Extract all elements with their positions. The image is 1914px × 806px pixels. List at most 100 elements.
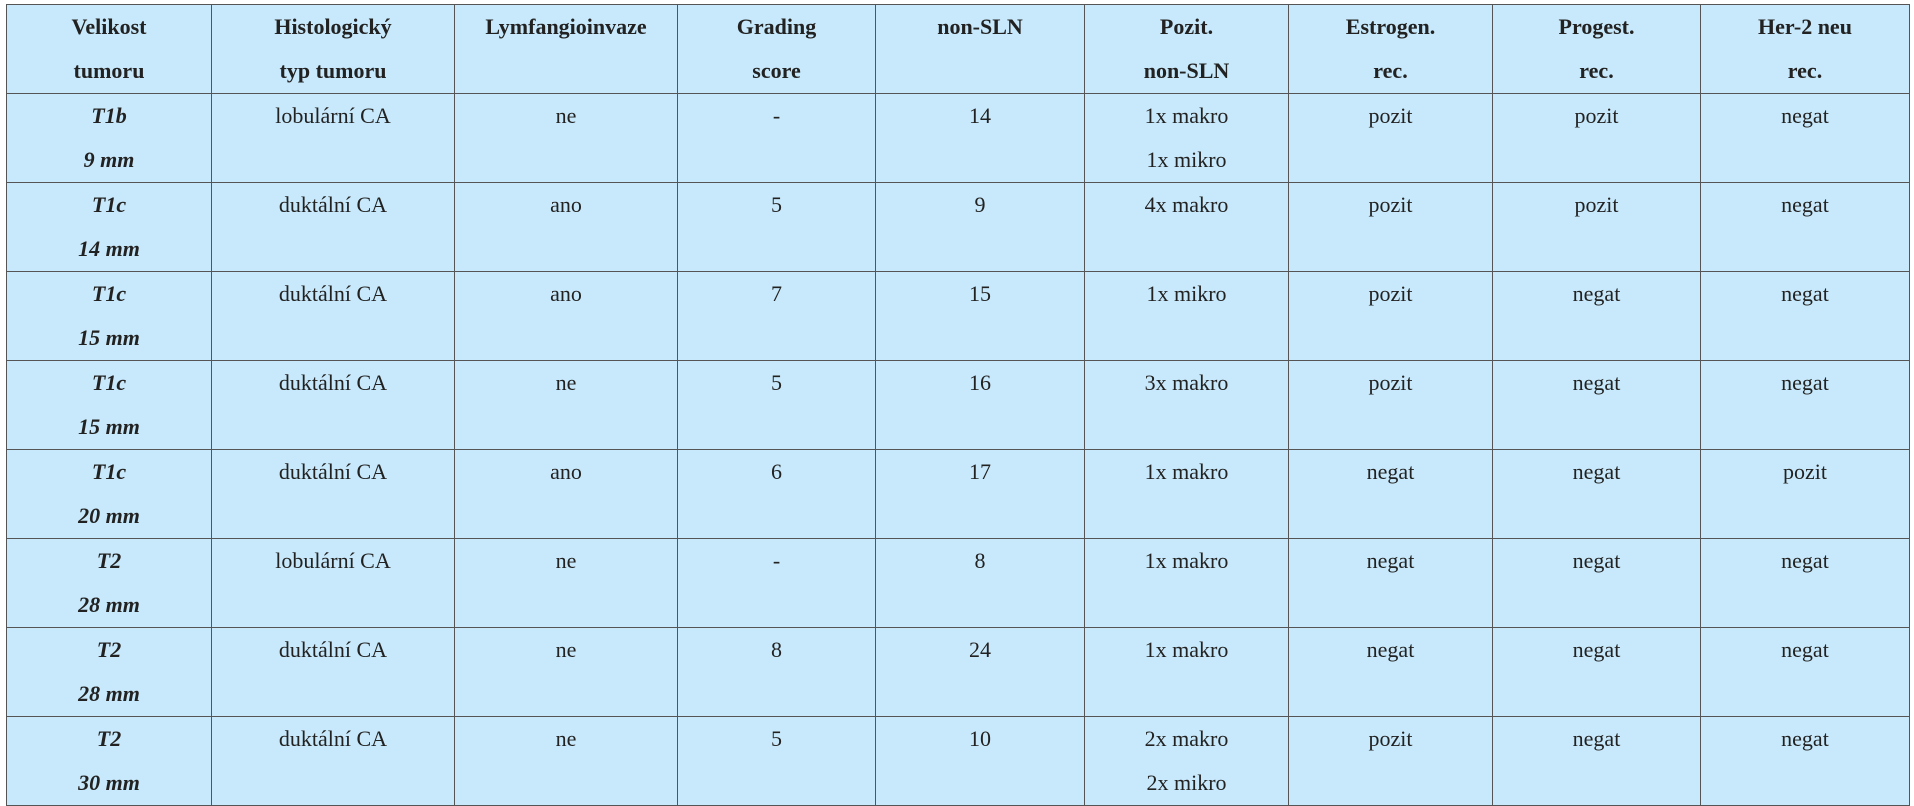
- table-cell: negat: [1492, 716, 1701, 806]
- cell-text: score: [752, 58, 801, 83]
- cell-text: negat: [1781, 192, 1829, 217]
- table-cell: negat: [1288, 627, 1493, 717]
- table-row: T1b 9 mm lobulární CA ne - 14 1x makro 1x mikro…: [6, 93, 1910, 183]
- table-cell: ano: [454, 271, 678, 361]
- cell-text: duktální CA: [278, 281, 388, 306]
- cell-text: 1x mikro: [1146, 281, 1227, 306]
- cell-text: Pozit.: [1159, 14, 1214, 39]
- cell-text: ne: [555, 103, 577, 128]
- data-table: Velikost tumoru Histologický typ tumoru Lymf…: [6, 4, 1910, 806]
- cell-text: T1c: [91, 192, 127, 217]
- cell-text: 1x makro: [1144, 459, 1229, 484]
- cell-text: pozit: [1368, 192, 1413, 217]
- table-cell: T1c 14 mm: [6, 182, 212, 272]
- table-cell: 5: [677, 182, 876, 272]
- table-cell: pozit: [1492, 182, 1701, 272]
- table-cell: -: [677, 538, 876, 628]
- table-cell: ano: [454, 182, 678, 272]
- cell-text: pozit: [1574, 192, 1619, 217]
- cell-text: 7: [771, 281, 782, 306]
- cell-text: negat: [1781, 281, 1829, 306]
- cell-text: typ tumoru: [279, 58, 387, 83]
- cell-text: 2x makro: [1144, 726, 1229, 751]
- header-row: Velikost tumoru Histologický typ tumoru Lymf…: [6, 4, 1910, 94]
- cell-text: Histologický: [274, 14, 392, 39]
- table-cell: 2x makro 2x mikro: [1084, 716, 1289, 806]
- table-cell: 17: [875, 449, 1085, 539]
- cell-text: negat: [1572, 726, 1621, 751]
- cell-text: lobulární CA: [275, 548, 391, 573]
- table-cell: negat: [1700, 538, 1910, 628]
- table-cell: negat: [1492, 271, 1701, 361]
- cell-text: 15: [969, 281, 991, 306]
- header-cell: Grading score: [677, 4, 876, 94]
- cell-text: negat: [1572, 637, 1621, 662]
- table-cell: 10: [875, 716, 1085, 806]
- cell-text: T2: [96, 548, 122, 573]
- cell-text: 8: [974, 548, 986, 573]
- table-cell: pozit: [1492, 93, 1701, 183]
- table-cell: T1c 15 mm: [6, 360, 212, 450]
- cell-text: rec.: [1373, 58, 1408, 83]
- table-cell: T2 28 mm: [6, 627, 212, 717]
- table-cell: pozit: [1288, 360, 1493, 450]
- cell-text: Velikost: [71, 14, 147, 39]
- table-cell: negat: [1492, 449, 1701, 539]
- cell-text: T1c: [91, 459, 127, 484]
- table-cell: 16: [875, 360, 1085, 450]
- table-cell: 1x makro: [1084, 538, 1289, 628]
- table-row: T2 28 mm duktální CA ne 8 24 1x makro negat nega…: [6, 627, 1910, 717]
- cell-text: negat: [1572, 370, 1621, 395]
- cell-text: rec.: [1787, 58, 1823, 83]
- cell-text: ano: [550, 281, 582, 306]
- cell-text: negat: [1572, 459, 1621, 484]
- cell-text: ano: [550, 192, 582, 217]
- header-cell: Pozit. non-SLN: [1084, 4, 1289, 94]
- table-cell: 3x makro: [1084, 360, 1289, 450]
- table-container: Velikost tumoru Histologický typ tumoru Lymf…: [6, 4, 1910, 806]
- cell-text: non-SLN: [937, 14, 1023, 39]
- cell-text: 5: [771, 192, 782, 217]
- table-cell: duktální CA: [211, 271, 455, 361]
- cell-text: lobulární CA: [275, 103, 391, 128]
- table-cell: ne: [454, 93, 678, 183]
- table-cell: T2 30 mm: [6, 716, 212, 806]
- cell-text: negat: [1366, 548, 1415, 573]
- header-cell: Histologický typ tumoru: [211, 4, 455, 94]
- cell-text: 28 mm: [78, 681, 140, 706]
- cell-text: 28 mm: [78, 592, 140, 617]
- table-cell: negat: [1700, 271, 1910, 361]
- table-cell: negat: [1700, 627, 1910, 717]
- table-row: T1c 15 mm duktální CA ne 5 16 3x makro pozit neg…: [6, 360, 1910, 450]
- table-cell: 8: [875, 538, 1085, 628]
- table-cell: 14: [875, 93, 1085, 183]
- cell-text: negat: [1781, 103, 1829, 128]
- cell-text: ne: [555, 726, 577, 751]
- cell-text: Grading: [736, 14, 817, 39]
- cell-text: duktální CA: [278, 192, 388, 217]
- cell-text: 24: [969, 637, 991, 662]
- cell-text: 30 mm: [78, 770, 140, 795]
- cell-text: 15 mm: [78, 325, 140, 350]
- cell-text: ne: [555, 370, 577, 395]
- table-cell: pozit: [1700, 449, 1910, 539]
- cell-text: pozit: [1368, 370, 1413, 395]
- cell-text: pozit: [1368, 103, 1413, 128]
- table-cell: 1x makro: [1084, 627, 1289, 717]
- table-cell: T1c 15 mm: [6, 271, 212, 361]
- table-cell: pozit: [1288, 271, 1493, 361]
- table-cell: duktální CA: [211, 449, 455, 539]
- cell-text: duktální CA: [278, 459, 388, 484]
- table-cell: 1x makro: [1084, 449, 1289, 539]
- cell-text: negat: [1781, 548, 1829, 573]
- table-cell: 1x makro 1x mikro: [1084, 93, 1289, 183]
- cell-text: tumoru: [73, 58, 145, 83]
- cell-text: ne: [555, 637, 577, 662]
- table-cell: negat: [1492, 538, 1701, 628]
- header-cell: Her-2 neu rec.: [1700, 4, 1910, 94]
- table-cell: 24: [875, 627, 1085, 717]
- cell-text: 15 mm: [78, 414, 140, 439]
- cell-text: duktální CA: [278, 726, 388, 751]
- header-cell: Progest. rec.: [1492, 4, 1701, 94]
